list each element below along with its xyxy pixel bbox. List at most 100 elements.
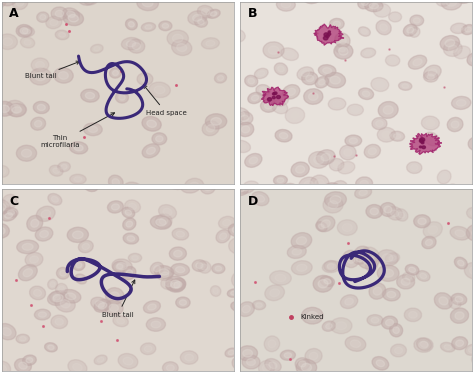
Ellipse shape xyxy=(422,236,436,249)
Ellipse shape xyxy=(356,257,363,262)
Ellipse shape xyxy=(370,208,378,215)
Ellipse shape xyxy=(441,173,447,181)
Ellipse shape xyxy=(358,250,366,256)
Ellipse shape xyxy=(159,269,169,275)
Ellipse shape xyxy=(137,0,158,11)
Ellipse shape xyxy=(172,40,192,56)
Ellipse shape xyxy=(335,33,350,48)
Ellipse shape xyxy=(302,72,318,85)
Ellipse shape xyxy=(210,286,221,297)
Ellipse shape xyxy=(123,218,136,230)
Ellipse shape xyxy=(78,276,84,282)
Ellipse shape xyxy=(407,162,422,173)
Ellipse shape xyxy=(171,264,190,276)
Ellipse shape xyxy=(38,312,46,317)
Ellipse shape xyxy=(451,121,459,128)
Ellipse shape xyxy=(35,227,53,241)
Ellipse shape xyxy=(296,359,317,373)
Ellipse shape xyxy=(166,365,174,371)
Ellipse shape xyxy=(175,267,185,273)
Ellipse shape xyxy=(237,182,255,193)
Ellipse shape xyxy=(15,358,31,373)
Ellipse shape xyxy=(126,41,136,47)
Ellipse shape xyxy=(166,279,184,291)
Ellipse shape xyxy=(365,50,372,55)
Ellipse shape xyxy=(441,0,462,10)
Ellipse shape xyxy=(423,72,438,82)
Ellipse shape xyxy=(333,21,340,27)
Ellipse shape xyxy=(315,179,324,188)
Circle shape xyxy=(276,95,281,98)
Ellipse shape xyxy=(189,182,199,190)
Ellipse shape xyxy=(144,346,152,352)
Ellipse shape xyxy=(152,133,167,145)
Ellipse shape xyxy=(55,319,64,325)
Ellipse shape xyxy=(427,74,434,79)
Ellipse shape xyxy=(263,364,271,372)
Ellipse shape xyxy=(452,301,458,306)
Ellipse shape xyxy=(451,23,467,34)
Ellipse shape xyxy=(456,0,472,3)
Ellipse shape xyxy=(327,264,336,270)
Ellipse shape xyxy=(319,224,324,229)
Ellipse shape xyxy=(325,192,346,207)
Ellipse shape xyxy=(0,224,9,238)
Ellipse shape xyxy=(149,82,170,98)
Ellipse shape xyxy=(395,209,408,221)
Ellipse shape xyxy=(238,346,257,361)
Ellipse shape xyxy=(47,291,68,305)
Text: Thin
microfilaria: Thin microfilaria xyxy=(40,113,115,148)
Ellipse shape xyxy=(328,185,336,190)
Ellipse shape xyxy=(245,75,258,87)
Circle shape xyxy=(273,92,277,94)
Ellipse shape xyxy=(235,111,245,117)
Ellipse shape xyxy=(20,37,35,48)
Ellipse shape xyxy=(237,122,254,137)
Ellipse shape xyxy=(0,34,18,50)
Ellipse shape xyxy=(328,201,338,209)
Ellipse shape xyxy=(50,282,55,287)
Ellipse shape xyxy=(377,265,399,281)
Ellipse shape xyxy=(0,0,1,7)
Ellipse shape xyxy=(336,46,348,54)
Ellipse shape xyxy=(2,327,11,336)
Ellipse shape xyxy=(393,327,400,333)
Ellipse shape xyxy=(141,76,149,82)
Ellipse shape xyxy=(223,219,231,226)
Ellipse shape xyxy=(56,267,70,279)
Ellipse shape xyxy=(67,11,75,18)
Ellipse shape xyxy=(86,181,94,188)
Ellipse shape xyxy=(147,120,156,128)
Ellipse shape xyxy=(17,240,38,254)
Ellipse shape xyxy=(359,190,367,195)
Text: C: C xyxy=(9,195,18,208)
Ellipse shape xyxy=(170,282,180,288)
Ellipse shape xyxy=(55,30,69,40)
Ellipse shape xyxy=(324,279,331,284)
Ellipse shape xyxy=(180,178,201,193)
Ellipse shape xyxy=(0,323,16,340)
Ellipse shape xyxy=(256,85,270,95)
Ellipse shape xyxy=(34,289,42,296)
Ellipse shape xyxy=(326,323,332,329)
Ellipse shape xyxy=(85,93,95,99)
Ellipse shape xyxy=(41,210,50,217)
Ellipse shape xyxy=(116,264,123,269)
Ellipse shape xyxy=(163,208,172,216)
Ellipse shape xyxy=(194,17,208,27)
Ellipse shape xyxy=(214,73,227,83)
Ellipse shape xyxy=(344,149,352,156)
Ellipse shape xyxy=(232,140,250,153)
Ellipse shape xyxy=(242,185,250,191)
Ellipse shape xyxy=(296,166,305,173)
Ellipse shape xyxy=(232,356,249,371)
Ellipse shape xyxy=(455,230,465,236)
Ellipse shape xyxy=(465,27,472,32)
Ellipse shape xyxy=(333,162,340,168)
Ellipse shape xyxy=(338,37,346,44)
Ellipse shape xyxy=(116,92,128,103)
Ellipse shape xyxy=(378,101,398,118)
Ellipse shape xyxy=(128,22,134,27)
Ellipse shape xyxy=(383,254,393,262)
Ellipse shape xyxy=(380,203,396,216)
